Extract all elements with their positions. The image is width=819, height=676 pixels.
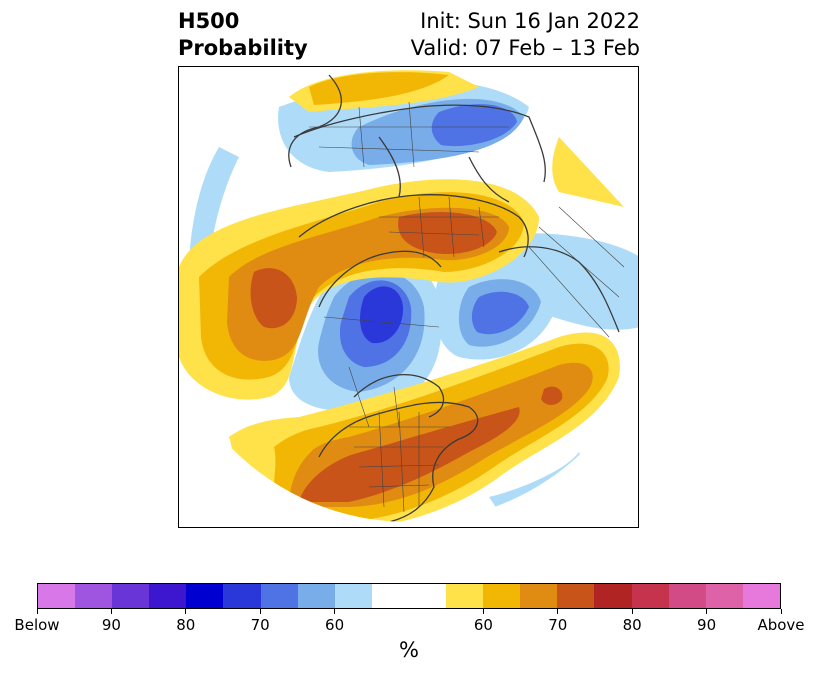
colorbar-tick-label: Above xyxy=(757,616,805,634)
map-panel xyxy=(178,66,639,528)
colorbar-tick xyxy=(334,609,336,614)
colorbar-segment xyxy=(520,584,558,608)
colorbar-tick xyxy=(36,609,38,614)
colorbar-segment xyxy=(75,584,113,608)
colorbar-tick-label: 90 xyxy=(101,616,121,634)
colorbar-segment xyxy=(297,584,335,608)
colorbar-tick-label: Below xyxy=(14,616,60,634)
below-normal-80-areas xyxy=(360,286,404,344)
colorbar-segment xyxy=(260,584,298,608)
colorbar-unit: % xyxy=(399,638,419,662)
colorbar-segment xyxy=(594,584,632,608)
colorbar-segment xyxy=(483,584,521,608)
colorbar-segment xyxy=(223,584,261,608)
colorbar-tick xyxy=(780,609,782,614)
colorbar-tick xyxy=(557,609,559,614)
colorbar-tick xyxy=(482,609,484,614)
colorbar-tick-label: 90 xyxy=(697,616,717,634)
colorbar-segment xyxy=(668,584,706,608)
colorbar-segment xyxy=(557,584,595,608)
colorbar-segment xyxy=(705,584,743,608)
colorbar-segment xyxy=(149,584,187,608)
title-block-left: H500 Probability xyxy=(178,8,308,62)
colorbar-tick-label: 60 xyxy=(325,616,345,634)
colorbar-tick-label: 60 xyxy=(473,616,493,634)
colorbar-tick xyxy=(259,609,261,614)
colorbar-tick-label: 80 xyxy=(176,616,196,634)
colorbar-tick xyxy=(706,609,708,614)
init-date: Init: Sun 16 Jan 2022 xyxy=(420,9,640,33)
colorbar-tick xyxy=(631,609,633,614)
title-block-right: Init: Sun 16 Jan 2022 Valid: 07 Feb – 13… xyxy=(411,8,640,62)
colorbar-tick xyxy=(110,609,112,614)
colorbar-segment xyxy=(112,584,150,608)
colorbar-segment xyxy=(446,584,484,608)
probability-map xyxy=(179,70,638,522)
state-and-country-borders xyxy=(309,101,625,513)
colorbar-segment xyxy=(742,584,780,608)
colorbar-segment xyxy=(38,584,76,608)
valid-range: Valid: 07 Feb – 13 Feb xyxy=(410,36,640,60)
colorbar-tick-label: 80 xyxy=(622,616,642,634)
coastlines xyxy=(288,74,620,522)
colorbar-segment xyxy=(371,584,409,608)
colorbar-segment xyxy=(408,584,447,608)
colorbar-segment xyxy=(186,584,224,608)
colorbar-tick xyxy=(185,609,187,614)
product-title: H500 xyxy=(178,9,240,33)
colorbar-tick-label: 70 xyxy=(548,616,568,634)
colorbar xyxy=(37,583,781,609)
colorbar-segment xyxy=(334,584,372,608)
colorbar-segment xyxy=(631,584,669,608)
below-normal-70-areas xyxy=(339,104,529,367)
product-subtitle: Probability xyxy=(178,36,308,60)
colorbar-tick-label: 70 xyxy=(250,616,270,634)
